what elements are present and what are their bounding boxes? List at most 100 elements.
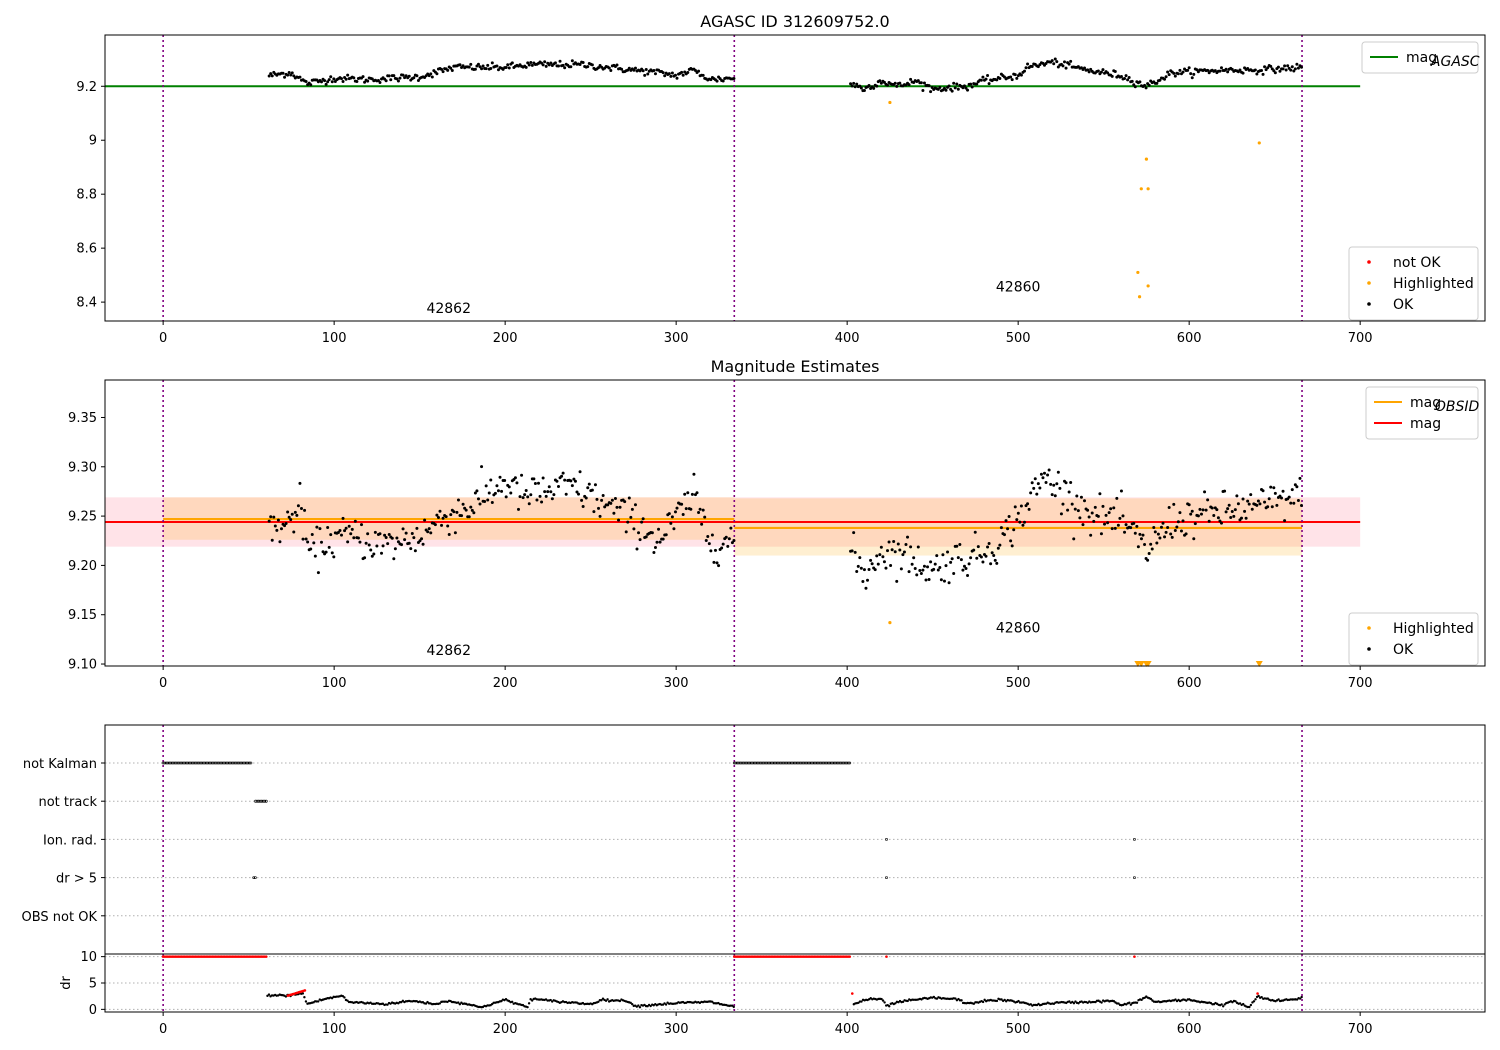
lines-layer (162, 725, 1303, 954)
flag-point (221, 761, 225, 765)
ok-point (315, 525, 319, 529)
flag-point (845, 761, 849, 765)
dr-ok-point (527, 1002, 531, 1005)
ok-point (933, 562, 937, 566)
ok-point (572, 477, 576, 481)
ok-point (580, 498, 584, 502)
ok-point (870, 562, 874, 566)
ok-point (461, 64, 465, 68)
ok-point (646, 72, 650, 76)
ok-point (312, 541, 316, 545)
ok-point (984, 554, 988, 558)
ok-point (1186, 68, 1190, 72)
ok-point (387, 533, 391, 537)
ok-point (441, 70, 445, 74)
ok-point (484, 484, 488, 488)
ok-point (267, 74, 271, 78)
flag-point (238, 761, 242, 765)
ok-point (287, 71, 291, 75)
ok-point (675, 76, 679, 80)
dr-ok-point (883, 1001, 886, 1004)
flag-point (839, 761, 842, 765)
ok-point (532, 477, 536, 481)
ok-point (1089, 533, 1093, 537)
dr-ok-point (932, 995, 936, 999)
ok-point (1255, 503, 1259, 507)
ok-point (1123, 77, 1127, 81)
ok-point (475, 489, 479, 493)
ok-point (516, 507, 520, 511)
ok-point (536, 481, 540, 485)
flag-point (762, 761, 765, 765)
ok-point (1127, 75, 1131, 79)
ok-point (476, 497, 480, 501)
ok-point (310, 533, 314, 537)
ok-point (1249, 493, 1253, 497)
ok-point (959, 558, 963, 562)
flag-point (255, 799, 259, 803)
ok-point (979, 78, 983, 82)
dr-ok-point (317, 1000, 320, 1003)
ok-point (450, 68, 454, 72)
ok-point (1144, 86, 1148, 90)
ok-point (1181, 70, 1185, 74)
dr-ok-point (618, 999, 622, 1003)
ok-point (681, 513, 685, 517)
ok-point (290, 71, 294, 75)
ok-point (427, 527, 431, 531)
dr-ok-point (995, 999, 999, 1003)
y-tick-label: 9.2 (76, 80, 97, 95)
ok-point (298, 481, 302, 485)
legend-label: Highlighted (1393, 621, 1474, 637)
ok-point (1119, 75, 1123, 79)
flag-point (823, 761, 827, 765)
ok-point (323, 79, 327, 83)
ok-point (1152, 526, 1156, 530)
ok-point (524, 65, 528, 69)
ok-point (540, 500, 544, 504)
grid-layer (105, 956, 1485, 1010)
dr-not-ok-point (848, 955, 852, 958)
ok-point (1163, 77, 1167, 81)
ok-point (1263, 500, 1267, 504)
ok-point (909, 545, 913, 549)
dr-ok-point (631, 1002, 634, 1006)
ok-point (992, 553, 996, 557)
dr-ok-point (301, 992, 305, 995)
ok-point (942, 579, 946, 583)
ok-point (383, 533, 387, 537)
dr-ok-point (972, 1002, 976, 1005)
ok-point (1019, 73, 1023, 77)
ok-point (1006, 527, 1010, 531)
ok-point (938, 565, 942, 569)
ok-point (270, 538, 274, 542)
flag-point (258, 799, 262, 803)
flag-point (206, 761, 210, 765)
ok-point (644, 535, 648, 539)
ok-point (332, 555, 336, 559)
ok-point (355, 79, 359, 83)
ok-point (324, 550, 328, 554)
ok-point (852, 81, 856, 85)
dr-ok-point (711, 1000, 714, 1003)
ok-point (1007, 514, 1011, 518)
highlighted-point (1139, 187, 1143, 191)
ok-point (1293, 483, 1297, 487)
panel-title: Magnitude Estimates (711, 357, 880, 376)
ok-point (1178, 68, 1182, 72)
ok-point (518, 495, 522, 499)
y-tick-label: 10 (80, 950, 97, 965)
x-tick-label: 500 (1006, 331, 1031, 346)
flag-point (237, 761, 240, 765)
ok-point (1110, 74, 1114, 78)
legend-box (1361, 41, 1479, 74)
ok-point (592, 510, 596, 514)
legend-label-subscript: AGASC (1430, 54, 1480, 70)
ok-point (392, 557, 396, 561)
flag-point (805, 761, 809, 765)
flag-point (789, 761, 793, 765)
ok-point (929, 560, 933, 564)
ok-point (398, 76, 402, 80)
ok-point (327, 78, 331, 82)
flag-point (779, 761, 782, 765)
